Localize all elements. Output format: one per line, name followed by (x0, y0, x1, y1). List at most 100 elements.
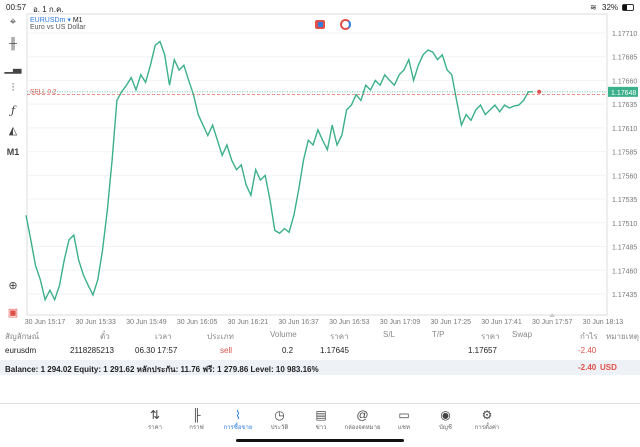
x-tick-label: 30 Jun 15:33 (75, 319, 116, 326)
x-tick-label: 30 Jun 16:21 (228, 319, 269, 326)
indicators-icon[interactable]: ⫶ (11, 82, 15, 94)
currency: USD (600, 363, 617, 372)
total-profit: -2.40 (578, 363, 597, 372)
chat-icon: ▭ (398, 408, 410, 422)
chart-icon: ╟ (192, 408, 201, 422)
col-sl[interactable]: S/L (383, 330, 396, 339)
shapes-icon[interactable]: ◭ (8, 125, 18, 137)
bar-chart-icon[interactable]: ▁▃ (4, 62, 22, 74)
col-time[interactable]: เวลา (155, 332, 172, 341)
x-tick-label: 30 Jun 18:13 (583, 319, 624, 326)
nav-mailbox[interactable]: @ กล่องจดหมาย (343, 408, 383, 432)
col-type[interactable]: ประเภท (207, 332, 234, 341)
y-tick-label: 1.17685 (612, 55, 637, 62)
one-click-trading-icon[interactable] (315, 20, 325, 29)
nav-chart[interactable]: ╟ กราฟ (177, 408, 217, 432)
col-profit[interactable]: กำไร (580, 332, 598, 341)
y-tick-label: 1.17485 (612, 245, 637, 252)
battery-icon (622, 4, 634, 11)
row-ticket: 2118285213 (70, 346, 114, 355)
account-icon: ◉ (440, 408, 451, 422)
bid-price-tag (608, 86, 638, 97)
price-line (25, 40, 534, 302)
col-price[interactable]: ราคา (481, 332, 500, 341)
y-tick-label: 1.17610 (612, 126, 637, 133)
x-tick-label: 30 Jun 17:41 (481, 319, 522, 326)
balance-bar: Balance: 1 294.02 Equity: 1 291.62 หลักป… (0, 360, 640, 375)
history-icon: ◷ (274, 408, 285, 422)
nav-news[interactable]: ▤ ข่าว (301, 408, 341, 432)
news-icon: ▤ (315, 408, 327, 422)
col-ticket[interactable]: ตั๋ว (100, 332, 110, 341)
x-tick-label: 30 Jun 16:53 (329, 319, 370, 326)
x-tick-label: 30 Jun 16:05 (177, 319, 218, 326)
col-volume[interactable]: Volume (270, 330, 297, 339)
y-tick-label: 1.17510 (612, 221, 637, 228)
candlestick-icon[interactable]: ╫ (9, 38, 17, 50)
symbol-description: Euro vs US Dollar (30, 24, 86, 31)
wifi-icon: ≋ (590, 3, 597, 12)
x-tick-label: 30 Jun 16:37 (278, 319, 319, 326)
y-tick-label: 1.17635 (612, 102, 637, 109)
trade-icon: ⌇ (235, 408, 241, 422)
x-tick-label: 30 Jun 17:57 (532, 319, 573, 326)
y-tick-label: 1.17660 (612, 78, 637, 85)
symbol-name: EURUSDm (30, 17, 66, 24)
nav-label: การตั้งค่า (474, 425, 500, 431)
x-tick-label: 30 Jun 15:49 (126, 319, 167, 326)
nav-label: บัญชี (439, 425, 452, 431)
bid-price-label: 1.17648 (611, 90, 636, 97)
y-tick-label: 1.17585 (612, 150, 637, 157)
nav-chat[interactable]: ▭ แชท (384, 408, 424, 432)
timeframe-button[interactable]: M1 (6, 147, 20, 157)
y-tick-label: 1.17560 (612, 173, 637, 180)
row-time: 06.30 17:57 (135, 346, 178, 355)
col-symbol[interactable]: สัญลักษณ์ (5, 332, 40, 341)
y-tick-label: 1.17710 (612, 31, 637, 38)
battery-level: 32% (602, 3, 619, 12)
nav-trade[interactable]: ⌇ การซื้อขาย (218, 408, 258, 432)
x-tick-label: 30 Jun 15:17 (25, 319, 66, 326)
nav-label: ราคา (148, 425, 162, 431)
nav-settings[interactable]: ⚙ การตั้งค่า (467, 408, 507, 432)
function-icon[interactable]: ƒ (10, 104, 16, 117)
row-volume: 0.2 (282, 346, 294, 355)
row-type: sell (220, 346, 233, 355)
divider (0, 403, 640, 404)
nav-history[interactable]: ◷ ประวัติ (260, 408, 300, 432)
plot-area (26, 13, 608, 316)
nav-label: ประวัติ (270, 425, 289, 431)
mailbox-icon: @ (356, 408, 369, 422)
y-tick-label: 1.17460 (612, 268, 637, 275)
nav-account[interactable]: ◉ บัญชี (426, 408, 466, 432)
broker-logo-icon: ▣ (7, 307, 19, 319)
nav-label: กล่องจดหมาย (344, 425, 381, 431)
row-profit: -2.40 (578, 346, 597, 355)
nav-label: การซื้อขาย (223, 425, 253, 431)
trade-levels-icon[interactable] (340, 19, 351, 30)
balance-summary: Balance: 1 294.02 Equity: 1 291.62 หลักป… (5, 365, 319, 374)
sell-order-label: SELL 0.2 (30, 89, 57, 96)
y-tick-label: 1.17535 (612, 197, 637, 204)
nav-label: แชท (398, 425, 410, 431)
nav-quotes[interactable]: ⇅ ราคา (135, 408, 175, 432)
col-tp[interactable]: T/P (432, 330, 445, 339)
price-chart[interactable]: 1.17710 1.17685 1.17660 1.17635 1.17610 1.175… (0, 0, 640, 330)
nav-label: ข่าว (315, 425, 327, 431)
col-open-price[interactable]: ราคา (330, 332, 349, 341)
symbol-selector[interactable]: EURUSDm ▾ M1 (30, 17, 83, 24)
status-date: อ. 1 ก.ค. (33, 5, 64, 14)
col-comment[interactable]: หมายเหตุ (606, 332, 639, 341)
y-tick-label: 1.17435 (612, 292, 637, 299)
status-time: 00:57 (6, 3, 27, 12)
zoom-icon[interactable]: ⊕ (8, 280, 18, 292)
col-swap[interactable]: Swap (512, 330, 533, 339)
crosshair-icon[interactable]: ⌖ (9, 16, 17, 28)
x-tick-label: 30 Jun 17:25 (431, 319, 472, 326)
time-marker-icon (549, 313, 556, 317)
row-price: 1.17657 (468, 346, 497, 355)
symbol-timeframe: M1 (72, 17, 83, 24)
quotes-icon: ⇅ (149, 408, 161, 422)
x-tick-label: 30 Jun 17:09 (380, 319, 421, 326)
nav-label: กราฟ (189, 425, 204, 431)
